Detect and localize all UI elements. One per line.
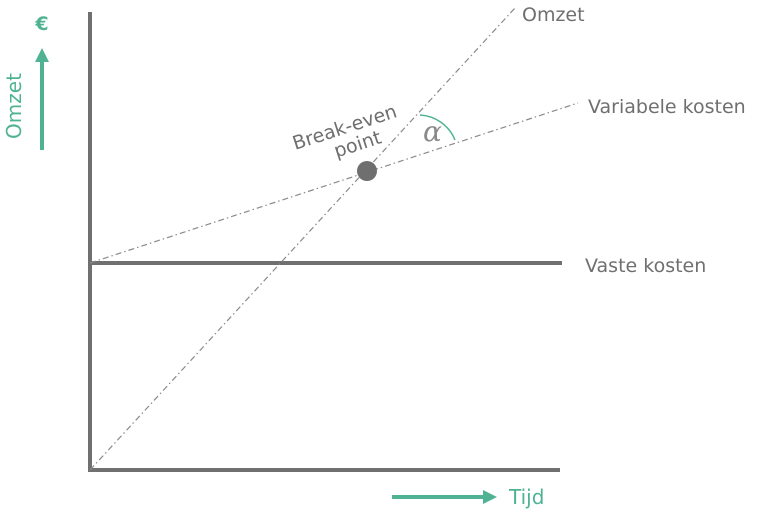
omzet-line: [89, 7, 516, 471]
break-even-label: Break-even point: [290, 99, 412, 174]
y-axis-title: Omzet: [2, 73, 26, 139]
break-even-point: [357, 161, 377, 181]
y-axis-unit: €: [34, 13, 48, 35]
x-axis-title: Tijd: [508, 485, 544, 509]
arrow-right-icon: [483, 490, 497, 504]
arrow-up-icon: [35, 48, 49, 62]
vaste-kosten-label: Vaste kosten: [585, 255, 706, 277]
omzet-line-label: Omzet: [522, 4, 585, 26]
alpha-label: α: [423, 115, 442, 148]
variabele-kosten-line: [89, 102, 579, 264]
variabele-kosten-label: Variabele kosten: [588, 96, 746, 118]
alpha-angle-arc: [419, 114, 456, 141]
